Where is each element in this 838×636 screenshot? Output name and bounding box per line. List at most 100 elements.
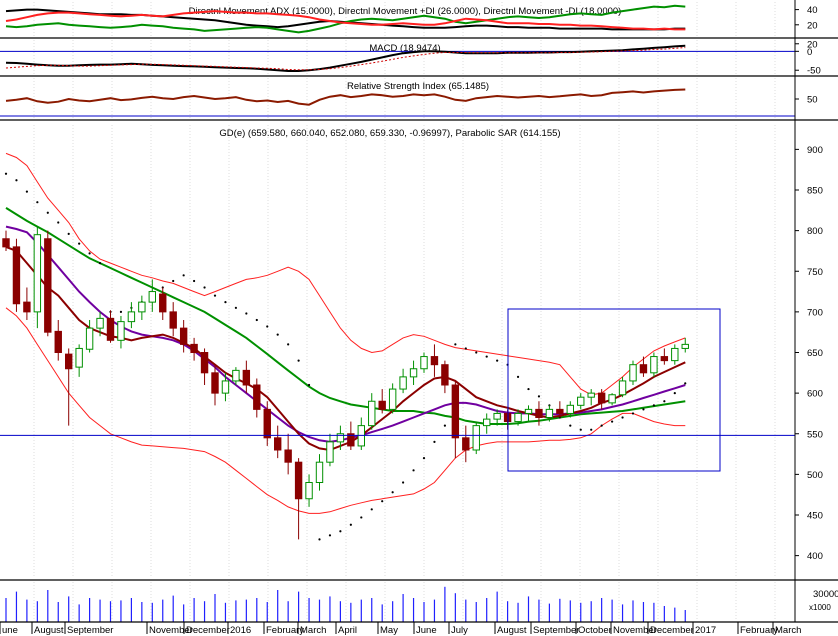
- candle-up: [577, 396, 585, 406]
- macd-tick-label: -50: [807, 66, 821, 77]
- x-tick-label: November: [149, 625, 193, 636]
- sar-dot: [4, 172, 8, 175]
- sar-dot: [412, 469, 415, 472]
- candle-up: [117, 321, 125, 341]
- candle-up: [315, 461, 324, 483]
- x-tick-label: July: [451, 625, 468, 636]
- sar-dot: [475, 351, 478, 354]
- sar-dot: [339, 530, 342, 533]
- sar-dot: [78, 242, 81, 245]
- macd-tick-label: 20: [807, 39, 818, 50]
- sar-dot: [98, 262, 102, 265]
- sar-dot: [203, 286, 206, 289]
- candle-down: [23, 301, 31, 313]
- sar-dot: [119, 310, 123, 313]
- candle-down: [54, 330, 62, 353]
- macd-line: [5, 44, 686, 72]
- candle-up: [483, 418, 491, 427]
- sar-dot: [402, 481, 405, 484]
- sar-dot: [15, 179, 18, 182]
- sar-dot: [652, 404, 656, 407]
- candle-up: [420, 356, 428, 370]
- candle-down: [200, 352, 209, 374]
- macd-signal-line: [5, 47, 686, 71]
- sar-dot: [684, 382, 687, 385]
- candle-up: [33, 234, 42, 313]
- candle-down: [284, 449, 292, 463]
- sar-dot: [297, 359, 300, 362]
- x-tick-label: September: [67, 625, 113, 636]
- adx-tick-label: 20: [807, 20, 818, 31]
- sar-dot: [266, 325, 269, 328]
- sar-dot: [46, 211, 49, 214]
- x-tick-label: April: [338, 625, 357, 636]
- price-tick-label: 600: [807, 389, 823, 400]
- price-tick-label: 450: [807, 511, 823, 522]
- adx-panel: Directnl Movement ADX (15.0000), Directn…: [5, 2, 818, 38]
- candle-up: [566, 404, 574, 414]
- candle-down: [190, 343, 198, 353]
- candle-up: [524, 408, 533, 414]
- sar-dot: [663, 400, 666, 403]
- candle-up: [85, 327, 94, 350]
- sar-dot: [224, 301, 227, 304]
- adx-panel-title: Directnl Movement ADX (15.0000), Directn…: [189, 6, 622, 17]
- x-tick-label: June: [416, 625, 437, 636]
- sar-dot: [234, 306, 237, 309]
- sar-dot: [422, 457, 426, 460]
- volume-tick-label: 30000: [813, 589, 838, 600]
- x-tick-label: February: [266, 625, 304, 636]
- sar-dot: [36, 201, 39, 204]
- candlesticks: [2, 226, 689, 540]
- sar-dot: [276, 333, 279, 336]
- sar-dot: [245, 312, 248, 315]
- candle-down: [106, 317, 115, 341]
- candle-up: [148, 291, 157, 303]
- x-tick-label: 2017: [695, 625, 716, 636]
- candle-down: [556, 408, 564, 414]
- price-tick-label: 400: [807, 551, 823, 562]
- rsi-tick-label: 50: [807, 95, 818, 106]
- candle-up: [399, 376, 407, 390]
- candle-down: [639, 364, 648, 374]
- sar-dot: [527, 387, 530, 391]
- sar-dot: [443, 424, 446, 427]
- candle-up: [472, 425, 480, 451]
- x-tick-label: 2016: [230, 625, 251, 636]
- price-tick-label: 750: [807, 267, 823, 278]
- candle-up: [127, 311, 136, 323]
- adx-gridlines: [33, 2, 776, 38]
- sar-dot: [485, 355, 488, 358]
- candle-down: [253, 384, 261, 410]
- sma-short-line: [5, 245, 686, 452]
- x-tick-label: May: [380, 625, 398, 636]
- sar-dot: [569, 424, 572, 427]
- candle-up: [493, 412, 501, 420]
- candle-down: [378, 400, 386, 410]
- sar-dot: [67, 232, 70, 235]
- sar-dot: [673, 392, 676, 395]
- candle-up: [650, 356, 658, 374]
- volume-panel: 30000 x1000: [5, 582, 838, 622]
- sar-dot: [255, 318, 258, 322]
- candle-down: [462, 437, 470, 451]
- candle-down: [451, 384, 460, 439]
- volume-unit-label: x1000: [809, 603, 831, 612]
- minus-di-line: [5, 10, 686, 31]
- volume-bars: [5, 586, 686, 622]
- rsi-panel: Relative Strength Index (65.1485) 50: [0, 78, 818, 120]
- sar-dot: [381, 500, 384, 503]
- price-tick-label: 550: [807, 429, 823, 440]
- parabolic-sar-dots: [4, 172, 687, 541]
- sar-dot: [496, 359, 499, 362]
- candle-down: [211, 372, 219, 394]
- candle-down: [274, 437, 282, 451]
- sar-dot: [213, 294, 217, 297]
- candle-up: [326, 441, 334, 463]
- candle-down: [2, 238, 10, 248]
- candle-down: [169, 311, 177, 329]
- sar-dot: [182, 274, 185, 277]
- macd-panel-title: MACD (18.9474): [369, 43, 440, 54]
